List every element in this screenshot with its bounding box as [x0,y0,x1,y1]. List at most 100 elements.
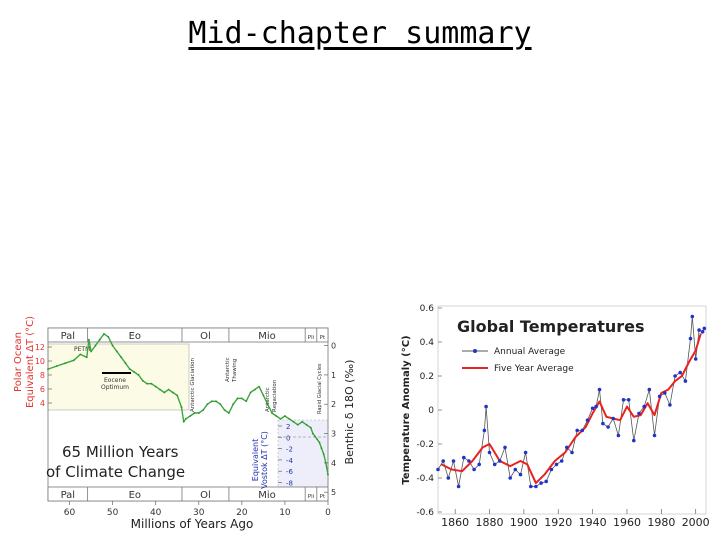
data-point [72,359,75,362]
data-point [197,412,200,414]
data-point-annual [663,391,667,395]
data-point-annual [668,403,672,407]
epoch-label-bottom: Pli [308,494,315,500]
data-point [137,374,140,376]
x-axis-tick-label: 60 [64,508,76,518]
data-point-annual [559,459,564,463]
x-axis-tick-label: 1900 [510,516,538,529]
data-point [284,415,286,417]
data-point [184,418,187,420]
data-point [85,356,88,359]
right-axis-tick-label: 2 [331,400,336,409]
data-point-annual [487,450,492,455]
data-point-annual [702,326,707,331]
data-point-annual [472,467,476,472]
data-point-annual [697,328,701,332]
data-point [193,412,196,414]
data-point [232,403,235,406]
data-point [312,432,314,435]
chart-frame: Polar Ocean Equivalent ΔT (°C) PETM Eoce… [13,316,356,531]
data-point [320,447,323,450]
data-point-annual [462,455,466,460]
data-point [324,462,327,464]
data-point-annual [652,433,657,438]
data-point [202,409,205,411]
chart-title: Global Temperatures [457,317,645,336]
epoch-label-top: Eo [129,331,141,342]
epoch-label-top: Ol [200,331,211,342]
x-axis-tick-label: 1880 [476,516,504,529]
data-point [172,391,174,394]
x-axis-tick-label: 30 [193,508,205,518]
data-point [176,394,179,397]
data-point [275,415,278,417]
epoch-label-bottom: Pt [320,494,326,500]
x-axis-tick-label: 20 [236,508,248,518]
data-point-annual [575,428,579,433]
data-point-annual [597,387,602,392]
data-point-annual [632,438,636,443]
right-axis-tick-label: 5 [331,488,336,497]
epoch-label-bottom: Ol [200,490,211,501]
data-point-annual [534,484,538,489]
data-point-annual [657,394,662,399]
data-point-annual [606,425,610,429]
data-point [215,400,217,403]
data-point-annual [673,374,677,378]
data-point [223,409,226,411]
annotation-antarctic-regaciation-2: Regaciation [272,379,278,412]
right-axis-tick-label: 3 [331,430,336,439]
data-point [159,388,161,391]
data-point [141,379,144,382]
epoch-label-top: Pli [308,335,315,341]
data-point [79,353,82,356]
legend-five-year-label: Five Year Average [494,364,574,374]
left-axis-tick-label: 4 [40,399,45,408]
global-temperatures-chart: Global Temperatures Temperature Anomaly … [401,304,710,529]
inset-axis-tick-label: -8 [286,480,293,488]
data-point-annual [616,433,621,438]
data-point [154,385,157,388]
data-point [245,400,248,403]
data-point [107,335,110,338]
data-point [167,388,170,391]
data-point [249,391,252,394]
epoch-label-top: Pt [320,335,326,341]
annotation-antarctic-thawing-2: Thawing [232,359,238,383]
climate-65my-chart: Polar Ocean Equivalent ΔT (°C) PETM Eoce… [13,316,356,531]
data-point [292,420,295,423]
data-point [318,441,321,444]
legend-annual-label: Annual Average [494,347,566,357]
inset-axis-tick-label: 2 [286,423,290,431]
data-point-annual [484,404,488,409]
data-point [271,412,273,414]
data-point [88,338,90,341]
y-axis-tick-label: 0.4 [420,338,435,348]
inset-axis-tick-label: -4 [286,457,294,465]
data-point [47,368,49,370]
data-point-annual [477,462,481,467]
data-point [210,400,213,403]
left-axis-label-line2: Equivalent ΔT (°C) [25,316,36,408]
data-point-annual [585,418,590,422]
data-point [288,418,291,420]
right-axis-tick-label: 0 [331,342,336,351]
x-axis-tick-label: 1940 [579,516,607,529]
data-point [309,426,312,429]
data-point [327,473,329,476]
data-point [128,368,131,370]
x-axis-tick-label: 1920 [544,516,572,529]
data-point-annual [492,462,497,467]
epoch-label-top: Pal [61,331,76,342]
data-point-annual [621,398,626,402]
legend-annual-marker [473,349,477,353]
data-point-annual [482,428,487,433]
y-axis-tick-label: 0.6 [420,304,435,314]
data-point [182,420,185,423]
data-point-annual [683,379,688,383]
data-point [111,344,114,347]
data-point-annual [601,421,605,426]
annotation-petm: PETM [74,346,90,353]
data-point-annual [594,404,598,409]
y-axis-tick-label: -0.4 [416,474,434,484]
